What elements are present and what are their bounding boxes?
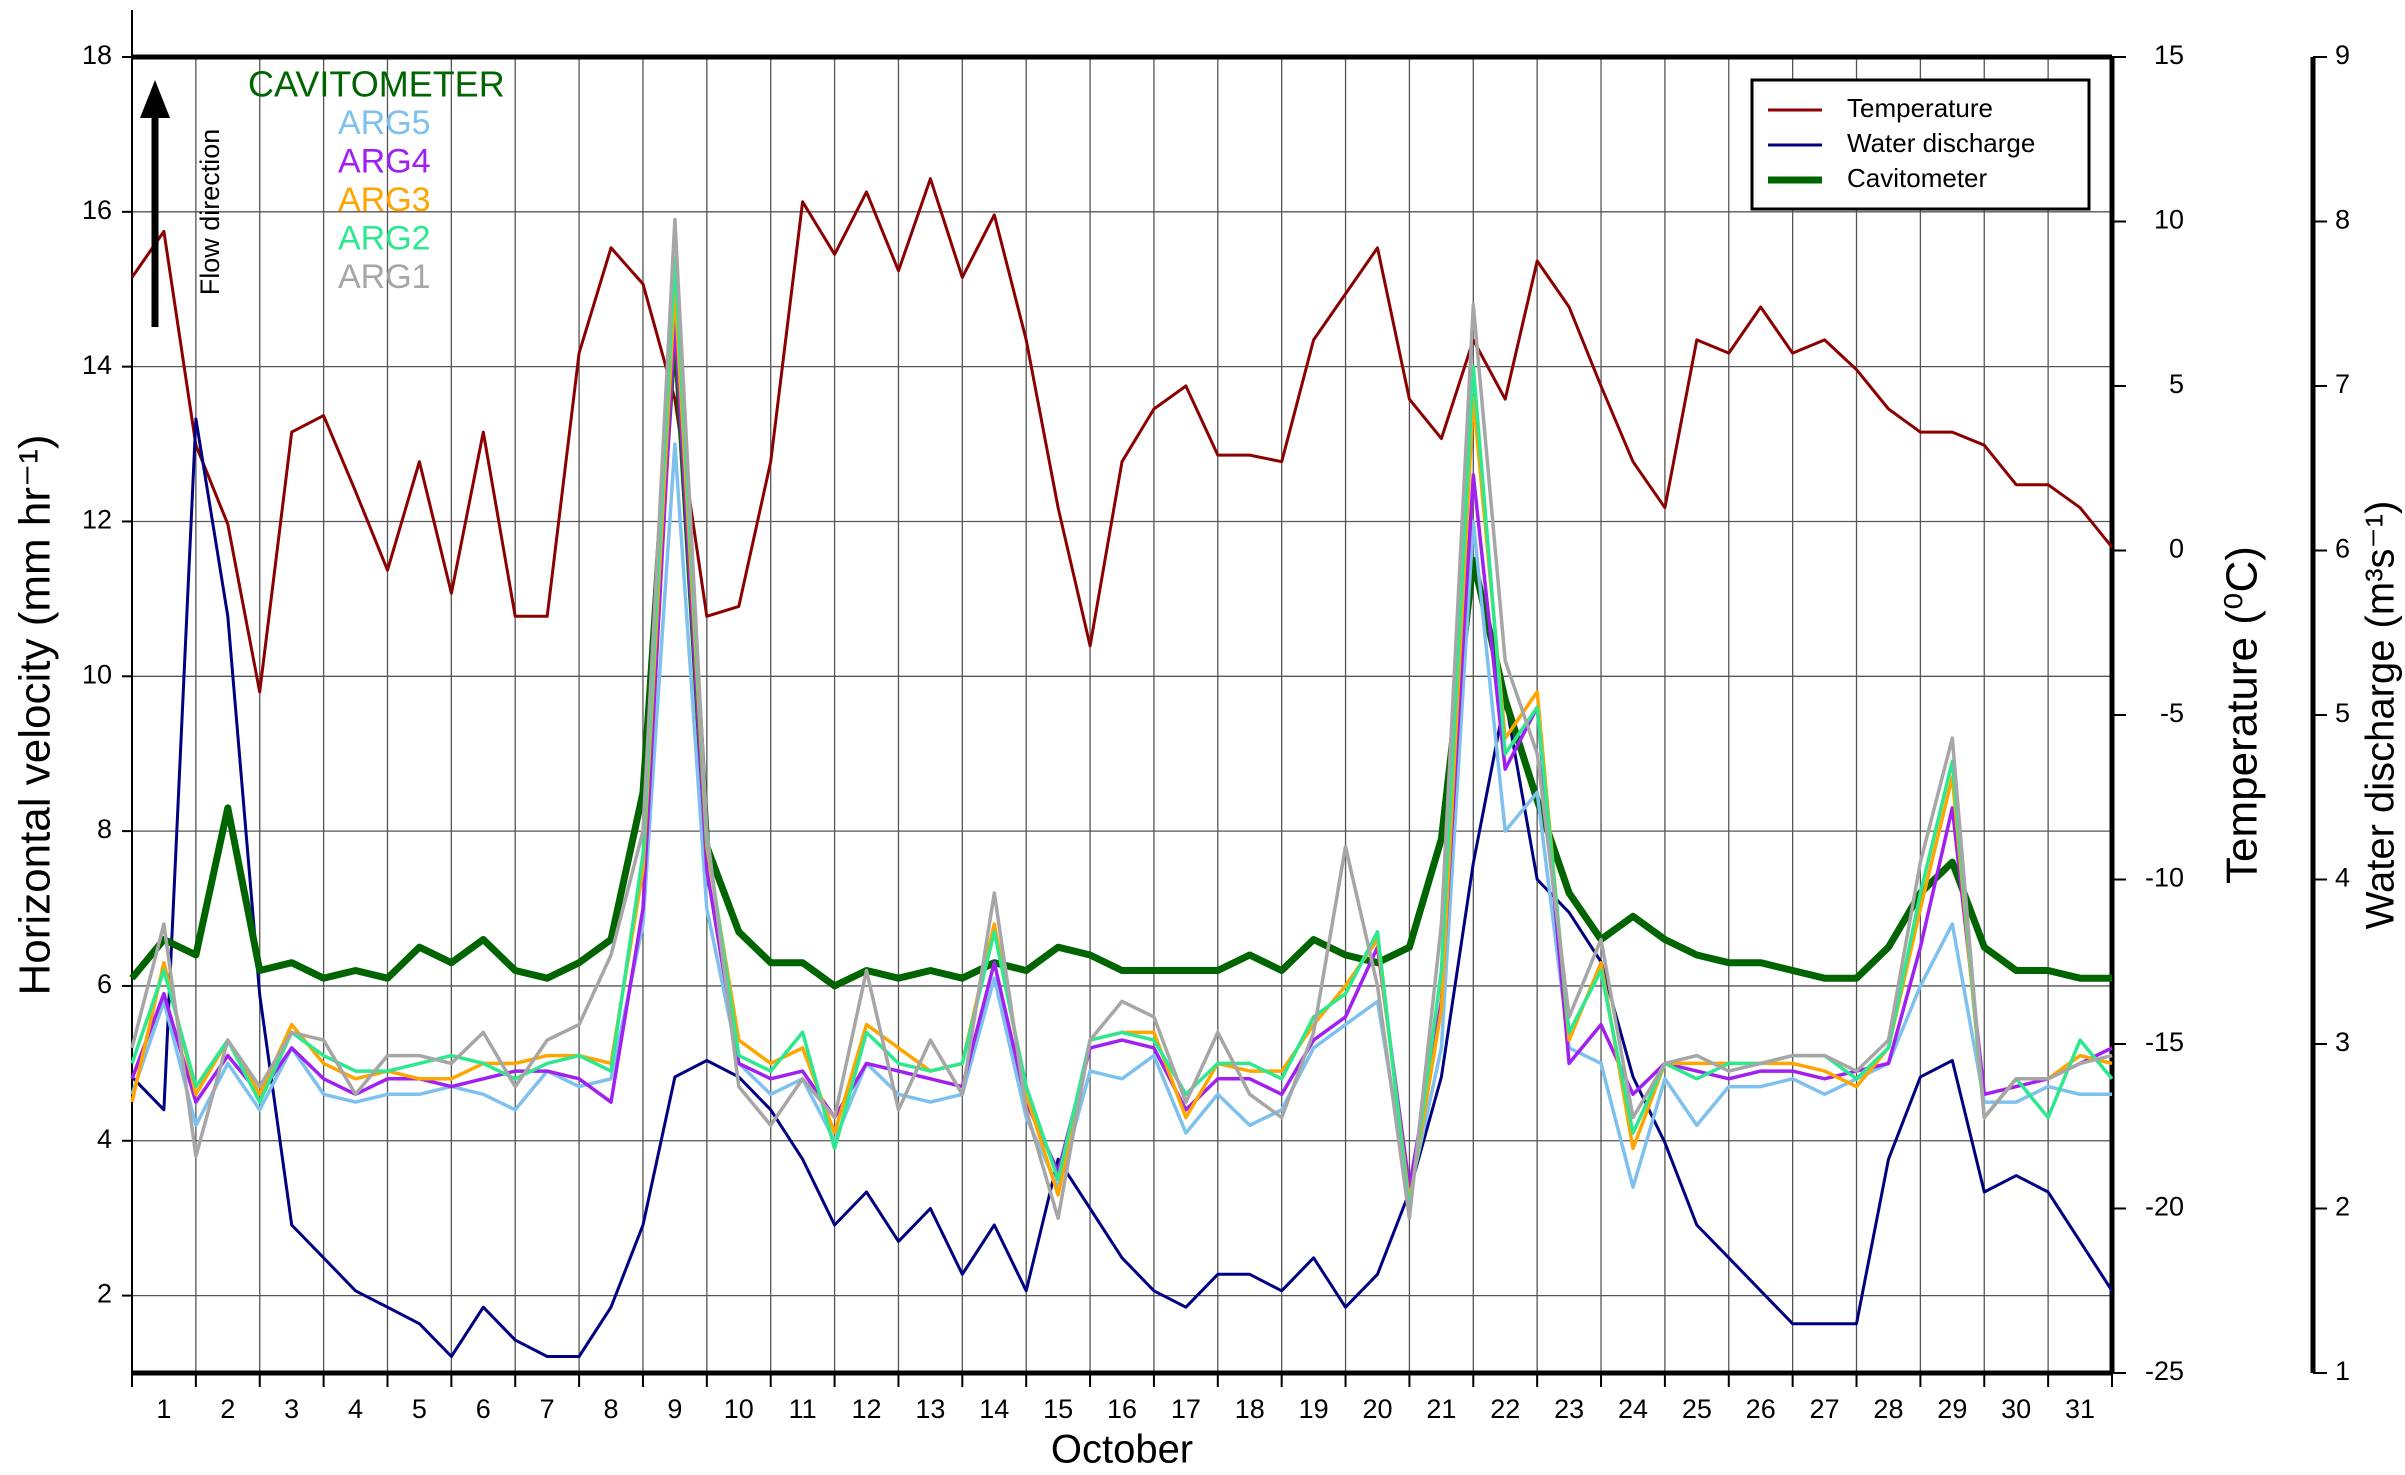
y3-tick-label: 1 (2335, 1356, 2350, 1386)
y-tick-label: 8 (97, 814, 112, 844)
x-tick-label: 13 (915, 1394, 945, 1424)
series-label: ARG3 (338, 181, 431, 219)
x-tick-label: 19 (1299, 1394, 1329, 1424)
x-tick-label: 4 (348, 1394, 363, 1424)
x-tick-label: 24 (1618, 1394, 1648, 1424)
flow-label: Flow direction (195, 129, 225, 296)
legend-label: Temperature (1847, 93, 1993, 123)
y3-tick-label: 9 (2335, 40, 2350, 70)
y2-tick-label: -15 (2145, 1027, 2184, 1057)
x-tick-label: 30 (2001, 1394, 2031, 1424)
series-label: ARG4 (338, 142, 431, 180)
legend-label: Cavitometer (1847, 163, 1987, 193)
x-tick-label: 10 (724, 1394, 754, 1424)
y2-tick-label: -20 (2145, 1192, 2184, 1222)
y-tick-label: 16 (82, 195, 112, 225)
y2-tick-label: -5 (2160, 698, 2184, 728)
data-line (130, 318, 2113, 1189)
x-tick-label: 5 (412, 1394, 427, 1424)
x-tick-label: 18 (1235, 1394, 1265, 1424)
x-tick-label: 21 (1426, 1394, 1456, 1424)
y-tick-label: 12 (82, 505, 112, 535)
y3-tick-label: 3 (2335, 1027, 2350, 1057)
y-tick-label: 2 (97, 1279, 112, 1309)
y2-tick-label: -10 (2145, 863, 2184, 893)
x-tick-label: 27 (1810, 1394, 1840, 1424)
y2-axis-label: Temperature (⁰C) (2218, 546, 2267, 884)
y2-tick-label: 5 (2169, 369, 2184, 399)
x-tick-label: 28 (1873, 1394, 1903, 1424)
y3-tick-label: 2 (2335, 1192, 2350, 1222)
x-tick-label: 20 (1362, 1394, 1392, 1424)
x-tick-label: 11 (789, 1394, 817, 1424)
data-line (130, 177, 2114, 694)
y-tick-label: 18 (82, 40, 112, 70)
y3-tick-label: 8 (2335, 205, 2350, 235)
x-tick-label: 2 (220, 1394, 235, 1424)
x-tick-label: 3 (284, 1394, 299, 1424)
series-label: ARG1 (338, 258, 431, 296)
x-tick-label: 8 (604, 1394, 619, 1424)
x-tick-label: 17 (1171, 1394, 1201, 1424)
x-tick-label: 29 (1937, 1394, 1967, 1424)
x-tick-label: 12 (851, 1394, 881, 1424)
y2-tick-label: 0 (2169, 534, 2184, 564)
legend-label: Water discharge (1847, 128, 2035, 158)
x-tick-label: 7 (540, 1394, 555, 1424)
x-tick-label: 25 (1682, 1394, 1712, 1424)
y-tick-label: 6 (97, 969, 112, 999)
y3-tick-label: 7 (2335, 369, 2350, 399)
x-axis-label: October (1051, 1428, 1193, 1472)
y-axis-label: Horizontal velocity (mm hr⁻¹) (11, 434, 60, 995)
data-line (130, 442, 2112, 1197)
y2-tick-label: 10 (2154, 205, 2184, 235)
data-line (130, 417, 2114, 1358)
y3-tick-label: 5 (2335, 698, 2350, 728)
data-line (130, 217, 2113, 1220)
data-line (129, 316, 2112, 990)
y2-tick-label: 15 (2154, 40, 2184, 70)
x-tick-label: 16 (1107, 1394, 1137, 1424)
x-tick-label: 31 (2065, 1394, 2095, 1424)
x-tick-label: 1 (156, 1394, 171, 1424)
x-tick-label: 15 (1043, 1394, 1073, 1424)
x-tick-label: 23 (1554, 1394, 1584, 1424)
series-label: ARG2 (338, 219, 431, 257)
x-tick-label: 6 (476, 1394, 491, 1424)
data-line (130, 287, 2113, 1205)
x-tick-label: 9 (667, 1394, 682, 1424)
arrow-head (140, 80, 170, 118)
y3-tick-label: 6 (2335, 534, 2350, 564)
annotation-title: CAVITOMETER (248, 64, 505, 105)
x-tick-label: 14 (979, 1394, 1009, 1424)
y3-axis-label: Water discharge (m³s⁻¹) (2359, 501, 2403, 930)
y-tick-label: 10 (82, 659, 112, 689)
series-label: ARG5 (338, 104, 431, 142)
y-tick-label: 4 (97, 1124, 112, 1154)
y2-tick-label: -25 (2145, 1356, 2184, 1386)
x-tick-label: 22 (1490, 1394, 1520, 1424)
y3-tick-label: 4 (2335, 863, 2350, 893)
x-tick-label: 26 (1746, 1394, 1776, 1424)
y-tick-label: 14 (82, 350, 112, 380)
